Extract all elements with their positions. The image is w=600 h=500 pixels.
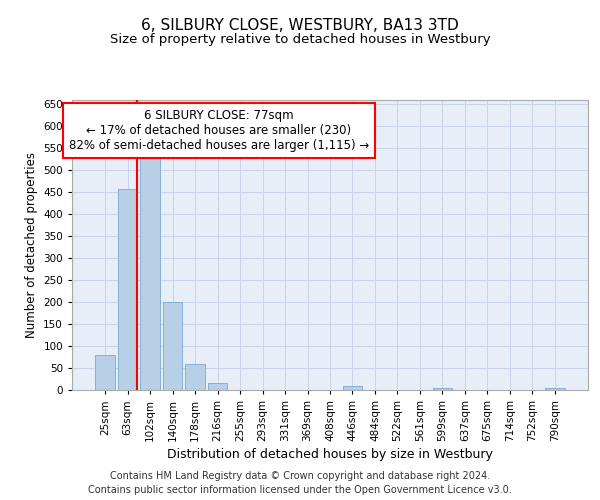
Bar bbox=[118, 189, 137, 390]
Y-axis label: Number of detached properties: Number of detached properties bbox=[25, 152, 38, 338]
Bar bbox=[433, 388, 452, 390]
Bar bbox=[208, 384, 227, 390]
Bar bbox=[185, 364, 205, 390]
Bar bbox=[140, 150, 160, 390]
Bar bbox=[545, 388, 565, 390]
Bar bbox=[163, 302, 182, 390]
Text: Size of property relative to detached houses in Westbury: Size of property relative to detached ho… bbox=[110, 32, 490, 46]
Text: 6, SILBURY CLOSE, WESTBURY, BA13 3TD: 6, SILBURY CLOSE, WESTBURY, BA13 3TD bbox=[141, 18, 459, 32]
Bar bbox=[95, 355, 115, 390]
Bar bbox=[343, 386, 362, 390]
Text: Contains HM Land Registry data © Crown copyright and database right 2024.
Contai: Contains HM Land Registry data © Crown c… bbox=[88, 471, 512, 495]
X-axis label: Distribution of detached houses by size in Westbury: Distribution of detached houses by size … bbox=[167, 448, 493, 461]
Text: 6 SILBURY CLOSE: 77sqm
← 17% of detached houses are smaller (230)
82% of semi-de: 6 SILBURY CLOSE: 77sqm ← 17% of detached… bbox=[69, 108, 369, 152]
